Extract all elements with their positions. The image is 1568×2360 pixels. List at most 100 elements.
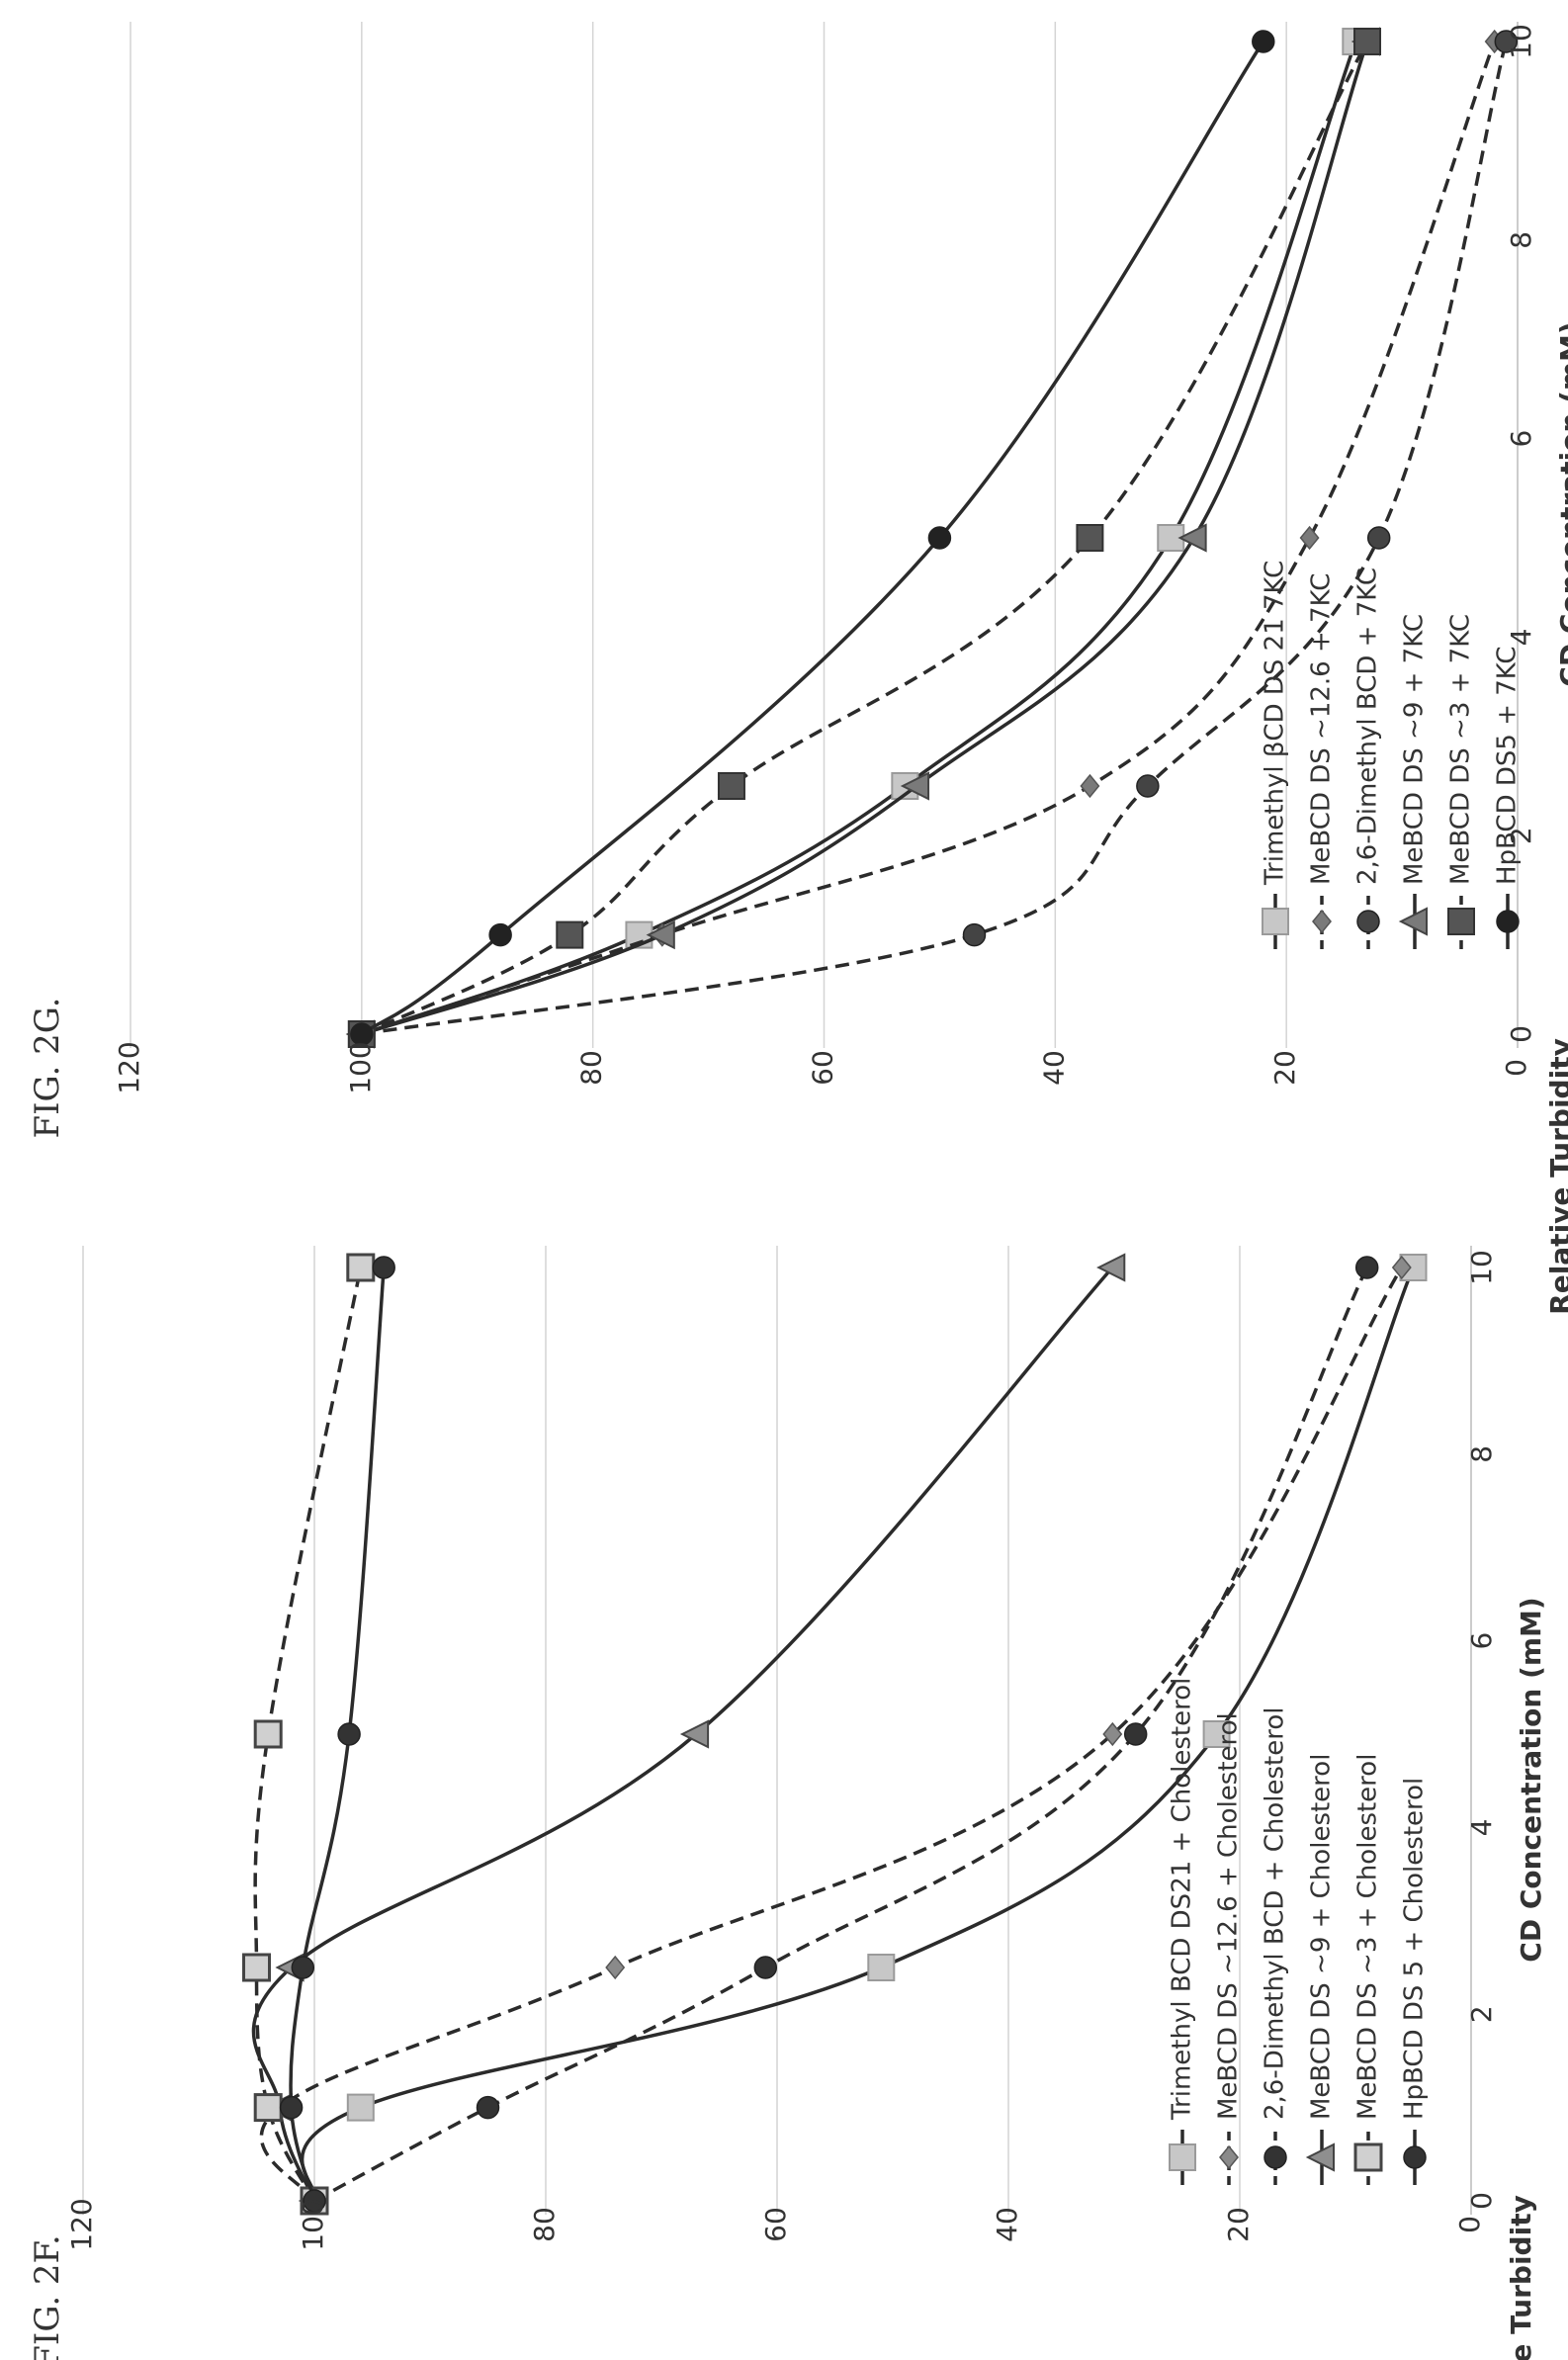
y-tick-label: 20 [1268, 1050, 1301, 1086]
x-tick-label: 6 [1465, 1632, 1498, 1650]
legend-label: MeBCD DS ~12.6 + 7KC [1307, 573, 1337, 885]
y-tick-label: 120 [65, 2198, 98, 2250]
y-tick-label: 20 [1222, 2207, 1255, 2242]
legend-label: 2,6-Dimethyl BCD + 7KC [1353, 568, 1383, 885]
data-point [605, 1955, 626, 1980]
data-point [900, 771, 930, 801]
figure-caption: FIG. 2F. [28, 2234, 67, 2360]
data-point [372, 1256, 395, 1279]
data-point [1202, 1720, 1231, 1748]
fig-2g-chart [130, 22, 1520, 1049]
legend-label: Trimethyl βCD DS 21 7KC [1261, 561, 1290, 886]
legend-label: MeBCD DS ~9 + 7KC [1400, 614, 1430, 885]
y-tick-label: 40 [1037, 1050, 1070, 1086]
data-point [1353, 28, 1382, 55]
data-point [1391, 1255, 1412, 1280]
legend-marker [1403, 2145, 1427, 2169]
x-tick-label: 8 [1505, 231, 1537, 249]
data-point [717, 772, 745, 800]
data-point [556, 920, 584, 949]
y-tick-label: 0 [1500, 1059, 1532, 1077]
y-axis-label: Relative Turbidity [1544, 1038, 1568, 1315]
x-tick-label: 2 [1505, 827, 1537, 844]
data-point [303, 2189, 326, 2213]
legend-marker [1356, 910, 1380, 933]
data-point [346, 2093, 375, 2122]
series-line [360, 41, 1265, 1036]
x-axis-label: CD Concentration (mM) [1554, 321, 1568, 686]
data-point [927, 526, 952, 550]
data-point [1080, 773, 1100, 799]
x-tick-label: 8 [1465, 1445, 1498, 1463]
data-point [350, 1022, 374, 1046]
legend-marker [1398, 907, 1428, 936]
y-tick-label: 80 [575, 1050, 608, 1086]
legend-label: MeBCD DS ~9 + Cholesterol [1307, 1754, 1337, 2120]
data-point [1123, 1722, 1148, 1746]
data-point [253, 1719, 283, 1749]
legend-marker [1169, 2143, 1196, 2171]
x-axis-label: CD Concentration (mM) [1515, 1597, 1547, 1962]
legend-marker [1496, 910, 1520, 933]
legend-label: MeBCD DS ~3 + 7KC [1446, 614, 1476, 885]
series-line [361, 41, 1369, 1036]
y-tick-label: 100 [344, 1041, 377, 1093]
legend-label: HpBCD DS5 + 7KC [1493, 646, 1523, 885]
legend-marker [1219, 2144, 1239, 2170]
data-point [346, 1253, 376, 1282]
series-line [361, 41, 1497, 1036]
data-point [476, 2095, 500, 2120]
data-point [242, 1953, 271, 1982]
y-axis-label: Relative Turbidity [1505, 2195, 1537, 2360]
legend-label: Trimethyl BCD DS21 + Cholesterol [1168, 1678, 1197, 2121]
series-line [300, 1267, 1416, 2202]
x-tick-label: 4 [1505, 628, 1537, 646]
data-point [291, 1956, 315, 1979]
legend-label: MeBCD DS ~12.6 + Cholesterol [1214, 1712, 1244, 2120]
series-line [361, 41, 1369, 1036]
y-tick-label: 0 [1453, 2216, 1486, 2233]
legend-marker [1305, 2142, 1335, 2172]
data-point [962, 922, 987, 947]
x-tick-label: 2 [1465, 2005, 1498, 2023]
data-point [1177, 523, 1207, 553]
x-tick-label: 10 [1505, 24, 1537, 59]
data-point [253, 2093, 283, 2123]
data-point [279, 2095, 304, 2120]
y-tick-label: 60 [807, 1050, 839, 1086]
y-tick-label: 120 [113, 1041, 145, 1093]
data-point [1076, 524, 1104, 552]
legend-marker [1312, 909, 1332, 934]
series-line [361, 41, 1357, 1036]
data-point [1399, 1254, 1428, 1281]
y-tick-label: 40 [991, 2207, 1023, 2242]
legend-marker [1263, 2145, 1287, 2169]
data-point [337, 1722, 361, 1746]
legend-label: HpBCD DS 5 + Cholesterol [1400, 1778, 1430, 2120]
legend-marker [1353, 2142, 1383, 2172]
data-point [1102, 1721, 1123, 1747]
data-point [679, 1719, 710, 1749]
data-point [867, 1954, 896, 1981]
x-tick-label: 0 [1465, 2192, 1498, 2210]
x-tick-label: 4 [1465, 1818, 1498, 1836]
y-tick-label: 80 [528, 2207, 561, 2242]
x-tick-label: 6 [1505, 430, 1537, 448]
data-point [1252, 30, 1275, 53]
y-tick-label: 60 [759, 2207, 792, 2242]
data-point [753, 1956, 778, 1979]
series-line [313, 1267, 1369, 2203]
data-point [1494, 30, 1519, 53]
y-tick-label: 100 [297, 2198, 329, 2250]
data-point [1366, 526, 1391, 550]
legend-label: MeBCD DS ~3 + Cholesterol [1353, 1754, 1383, 2120]
legend-label: 2,6-Dimethyl BCD + Cholesterol [1261, 1707, 1290, 2120]
data-point [488, 922, 512, 947]
data-point [1136, 774, 1160, 798]
figure-caption: FIG. 2G. [28, 998, 67, 1139]
x-tick-label: 0 [1505, 1025, 1537, 1043]
data-point [646, 919, 675, 950]
x-tick-label: 10 [1465, 1250, 1498, 1285]
